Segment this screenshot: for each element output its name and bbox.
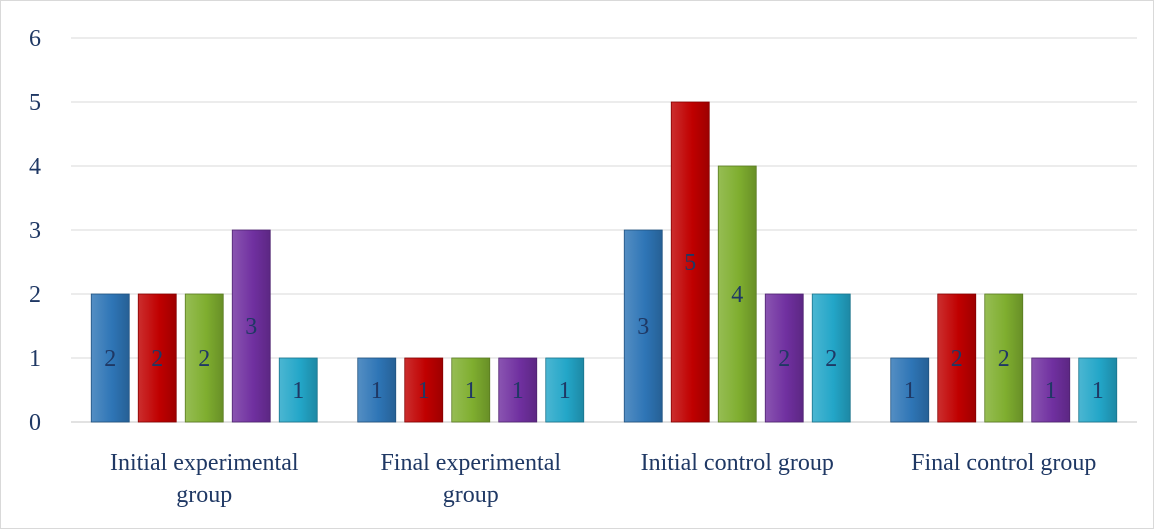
y-tick-label: 5 <box>29 90 41 116</box>
bar <box>545 357 585 423</box>
bar <box>231 229 271 423</box>
x-category-label: Final control group <box>911 450 1096 476</box>
data-label: 1 <box>904 378 916 404</box>
data-label: 1 <box>512 378 524 404</box>
bar <box>1078 357 1118 423</box>
data-label: 1 <box>1045 378 1057 404</box>
data-label: 2 <box>198 346 210 372</box>
x-category-label: Final experimental group <box>380 450 561 508</box>
data-label: 2 <box>778 346 790 372</box>
y-tick-label: 1 <box>29 346 41 372</box>
data-label: 2 <box>998 346 1010 372</box>
y-tick-label: 6 <box>29 26 41 52</box>
data-label: 1 <box>465 378 477 404</box>
bar <box>137 293 177 423</box>
bar <box>984 293 1024 423</box>
data-label: 3 <box>637 314 649 340</box>
y-tick-label: 2 <box>29 282 41 308</box>
data-label: 3 <box>245 314 257 340</box>
bar <box>937 293 977 423</box>
bar <box>184 293 224 423</box>
bar <box>404 357 444 423</box>
bar <box>623 229 663 423</box>
data-label: 2 <box>104 346 116 372</box>
bar <box>451 357 491 423</box>
bar <box>717 165 757 423</box>
bar <box>357 357 397 423</box>
data-label: 1 <box>292 378 304 404</box>
bar <box>278 357 318 423</box>
bar <box>670 101 710 423</box>
data-label: 5 <box>684 250 696 276</box>
data-label: 1 <box>1092 378 1104 404</box>
x-category-label: Initial experimental group <box>110 450 299 508</box>
data-label: 2 <box>825 346 837 372</box>
data-label: 1 <box>418 378 430 404</box>
bar <box>811 293 851 423</box>
data-label: 1 <box>559 378 571 404</box>
bar <box>90 293 130 423</box>
x-category-label: Initial control group <box>641 450 834 476</box>
data-label: 2 <box>951 346 963 372</box>
data-label: 1 <box>371 378 383 404</box>
y-tick-label: 3 <box>29 218 41 244</box>
bar <box>1031 357 1071 423</box>
bar <box>890 357 930 423</box>
y-tick-label: 0 <box>29 410 41 436</box>
data-label: 2 <box>151 346 163 372</box>
bar <box>764 293 804 423</box>
data-label: 4 <box>731 282 743 308</box>
bar <box>498 357 538 423</box>
y-tick-label: 4 <box>29 154 41 180</box>
